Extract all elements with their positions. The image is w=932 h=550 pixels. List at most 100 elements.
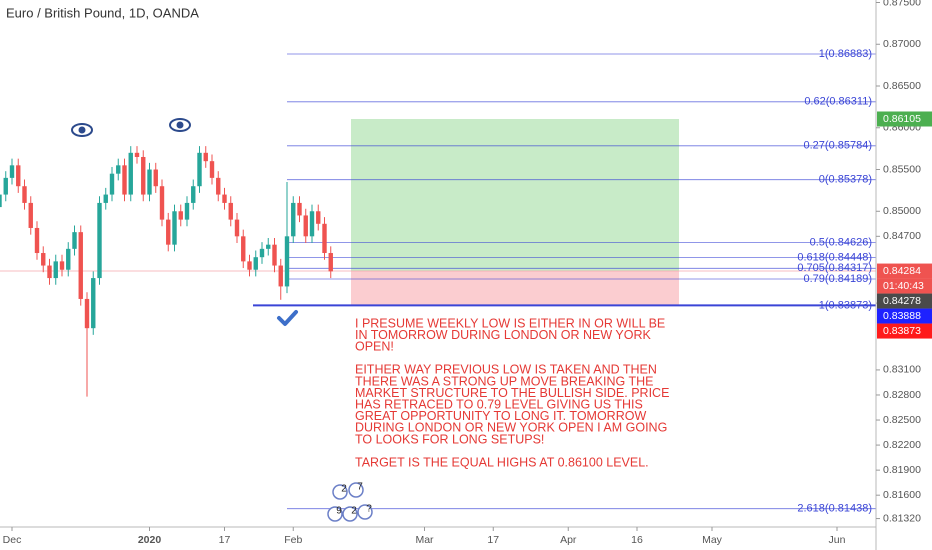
- candle-body: [272, 244, 277, 266]
- y-tick-label: 0.84700: [883, 230, 921, 242]
- x-tick-label: 17: [219, 534, 231, 546]
- fib-level-label: 0.5(0.84626): [810, 236, 872, 248]
- candle-body: [109, 173, 115, 195]
- check-icon: [277, 310, 298, 326]
- candle-body: [241, 236, 246, 262]
- candle-body: [247, 261, 252, 270]
- fib-level-label: 0(0.85378): [819, 174, 872, 186]
- candle-body: [16, 165, 21, 187]
- candle-body: [216, 177, 221, 195]
- annotation-line: EITHER WAY PREVIOUS LOW IS TAKEN AND THE…: [355, 363, 657, 377]
- candle-body: [222, 194, 227, 203]
- x-tick-label: Jun: [829, 534, 846, 546]
- price-label-bg: [877, 278, 932, 294]
- candle-body: [197, 152, 202, 187]
- candle-body: [322, 223, 327, 254]
- event-badge: [342, 506, 358, 522]
- annotation-line: HAS RETRACED TO 0.79 LEVEL GIVING US THI…: [355, 397, 643, 411]
- x-tick-label: Apr: [560, 534, 577, 546]
- price-label-bg: [877, 323, 932, 339]
- event-badge: [357, 504, 373, 520]
- x-tick-label: 16: [631, 534, 643, 546]
- candle-body: [34, 227, 40, 254]
- candle-body: [0, 194, 2, 208]
- y-tick-label: 0.82200: [883, 439, 921, 451]
- candle-body: [228, 202, 233, 220]
- fib-level-label: 1(0.83873): [819, 299, 872, 311]
- candle-body: [22, 186, 27, 203]
- candle-body: [41, 253, 46, 266]
- y-tick-label: 0.87500: [883, 0, 921, 8]
- candle-body: [103, 194, 108, 203]
- annotation-line: I PRESUME WEEKLY LOW IS EITHER IN OR WIL…: [355, 316, 665, 330]
- event-badge-label: ?: [366, 504, 372, 515]
- price-label: 0.83888: [883, 310, 921, 322]
- annotation-line: MARKET STRUCTURE TO THE BULLISH SIDE. PR…: [355, 386, 669, 400]
- eye-icon: [71, 123, 93, 137]
- candle-body: [66, 248, 71, 270]
- price-label: 0.84278: [883, 295, 921, 307]
- candle-body: [234, 219, 240, 237]
- candle-body: [28, 202, 33, 228]
- candle-body: [159, 186, 165, 220]
- candle-body: [284, 236, 290, 287]
- x-tick-label: May: [702, 534, 723, 546]
- candle-body: [297, 202, 302, 216]
- eye-icon: [169, 118, 191, 132]
- annotation-line: IN TOMORROW DURING LONDON OR NEW YORK: [355, 328, 652, 342]
- candle-body: [78, 232, 83, 299]
- price-label: 0.83873: [883, 325, 921, 337]
- price-label: 0.84284: [883, 265, 921, 277]
- y-tick-label: 0.82500: [883, 414, 921, 426]
- candle-body: [9, 165, 15, 178]
- candle-body: [153, 169, 158, 187]
- y-tick-label: 0.87000: [883, 38, 921, 50]
- x-tick-label: 17: [487, 534, 499, 546]
- candle-body: [328, 253, 333, 272]
- candle-body: [116, 165, 121, 174]
- plot-layer: 1(0.86883) 0.62(0.86311) 0.27(0.85784) 0(0.…: [0, 48, 876, 515]
- annotation-line: DURING LONDON OR NEW YORK OPEN I AM GOIN…: [355, 421, 667, 435]
- candle-body: [141, 156, 146, 195]
- candle-body: [59, 261, 65, 270]
- y-tick-label: 0.82800: [883, 389, 921, 401]
- y-tick-label: 0.81320: [883, 512, 921, 524]
- event-badge-label: 2: [341, 484, 347, 495]
- candle-body: [303, 215, 308, 237]
- annotation-line: TARGET IS THE EQUAL HIGHS AT 0.86100 LEV…: [355, 455, 649, 469]
- price-label-bg: [877, 263, 932, 279]
- candle-body: [84, 298, 90, 329]
- candle-body: [309, 211, 315, 237]
- event-badge: [327, 506, 343, 522]
- profit-zone: [351, 118, 679, 272]
- y-tick-label: 0.85500: [883, 163, 921, 175]
- price-label-bg: [877, 293, 932, 309]
- annotation-line: OPEN!: [355, 339, 394, 353]
- x-tick-label: Feb: [284, 534, 302, 546]
- x-tick-label: Dec: [3, 534, 22, 546]
- fib-level-label: 2.618(0.81438): [797, 503, 872, 515]
- candle-body: [209, 161, 215, 178]
- candle-body: [166, 219, 171, 245]
- candle-body: [184, 202, 190, 220]
- price-label: 0.86105: [883, 113, 921, 125]
- price-label-bg: [877, 111, 932, 127]
- fib-level-label: 0.618(0.84448): [797, 251, 872, 263]
- candle-body: [72, 232, 77, 249]
- y-tick-label: 0.86500: [883, 80, 921, 92]
- loss-zone: [351, 271, 679, 306]
- candle-body: [134, 152, 140, 157]
- annotation-line: GREAT OPPORTUNITY TO LONG IT. TOMORROW: [355, 409, 646, 423]
- candle-body: [47, 265, 52, 279]
- candle-body: [278, 265, 283, 287]
- event-badge-label: 2: [351, 506, 357, 517]
- fib-level-label: 1(0.86883): [819, 48, 872, 60]
- candle-body: [172, 211, 177, 245]
- candle-body: [316, 211, 321, 224]
- candle-body: [191, 186, 196, 203]
- y-tick-label: 0.83100: [883, 364, 921, 376]
- fib-level-label: 0.27(0.85784): [804, 140, 873, 152]
- price-label: 01:40:43: [883, 280, 924, 292]
- event-badge-label: 7: [357, 482, 363, 493]
